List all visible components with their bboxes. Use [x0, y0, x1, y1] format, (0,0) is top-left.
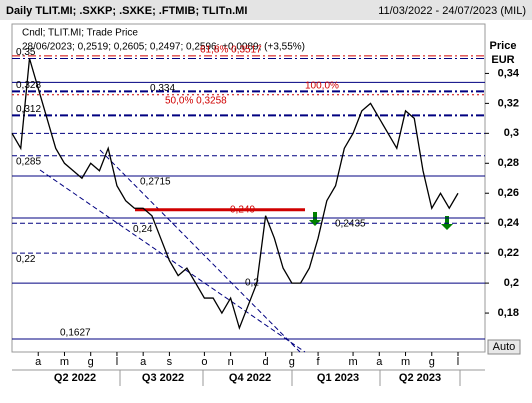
- date-range: 11/03/2022 - 24/07/2023 (MIL): [378, 5, 526, 17]
- x-tick-label: g: [429, 356, 435, 368]
- level-label: 0,249: [230, 204, 255, 215]
- level-label: 0,312: [16, 104, 41, 115]
- x-tick-label: g: [88, 356, 94, 368]
- level-label: 0,35: [16, 47, 36, 58]
- x-tick-label: l: [116, 356, 118, 368]
- x-tick-label: g: [289, 356, 295, 368]
- channel-line: [99, 149, 301, 353]
- legend-line: 28/06/2023; 0,2519; 0,2605; 0,2497; 0,25…: [22, 42, 305, 53]
- x-tick-label: m: [401, 356, 410, 368]
- level-label: 0,22: [16, 254, 36, 265]
- x-tick-label: a: [35, 356, 42, 368]
- quarter-label: Q2 2023: [399, 372, 441, 384]
- x-tick-label: f: [317, 356, 321, 368]
- x-tick-label: n: [228, 356, 234, 368]
- channel-line: [39, 169, 306, 353]
- x-tick-label: a: [140, 356, 147, 368]
- quarter-label: Q2 2022: [54, 372, 96, 384]
- level-label: 0,2715: [140, 177, 171, 188]
- y-tick-label: 0,28: [498, 157, 519, 169]
- title-bar: [0, 0, 532, 20]
- x-tick-label: l: [457, 356, 459, 368]
- arrow-up: [309, 212, 321, 226]
- plot-area: [11, 23, 486, 353]
- auto-button[interactable]: [487, 339, 521, 355]
- chart-title: Daily TLIT.MI; .SXKP; .SXKE; .FTMIB; TLI…: [6, 5, 247, 17]
- price-line: [11, 58, 459, 331]
- y-tick-label: 0,32: [498, 97, 519, 109]
- level-label: 0,334: [150, 83, 175, 94]
- level-label: 0,328: [16, 80, 41, 91]
- level-label: 61,8% 0,3517: [200, 45, 262, 56]
- quarter-label: Q1 2023: [317, 372, 359, 384]
- y-tick-label: 0,18: [498, 307, 519, 319]
- y-tick-label: 0,2: [504, 277, 519, 289]
- x-tick-label: d: [263, 356, 269, 368]
- annotation: 100,0%: [305, 81, 339, 92]
- level-label: 50,0% 0,3258: [165, 95, 227, 106]
- x-tick-label: m: [348, 356, 357, 368]
- x-tick-label: m: [60, 356, 69, 368]
- level-label: 0,285: [16, 156, 41, 167]
- x-tick-label: s: [167, 356, 173, 368]
- y-axis-label: Price: [490, 40, 517, 52]
- legend-line: Cndl; TLIT.MI; Trade Price: [22, 28, 138, 39]
- level-label: 0,2: [245, 278, 259, 289]
- auto-button-label[interactable]: Auto: [493, 341, 516, 353]
- y-axis-unit: EUR: [491, 54, 514, 66]
- level-label: 0,1627: [60, 328, 91, 339]
- x-tick-label: a: [376, 356, 383, 368]
- y-tick-label: 0,24: [498, 217, 520, 229]
- quarter-label: Q4 2022: [229, 372, 271, 384]
- x-tick-label: o: [201, 356, 207, 368]
- y-tick-label: 0,3: [504, 127, 519, 139]
- y-tick-label: 0,26: [498, 187, 519, 199]
- quarter-label: Q3 2022: [142, 372, 184, 384]
- level-label: 0,2435: [335, 219, 366, 230]
- y-tick-label: 0,34: [498, 67, 520, 79]
- level-label: 0,24: [133, 224, 153, 235]
- y-tick-label: 0,22: [498, 247, 519, 259]
